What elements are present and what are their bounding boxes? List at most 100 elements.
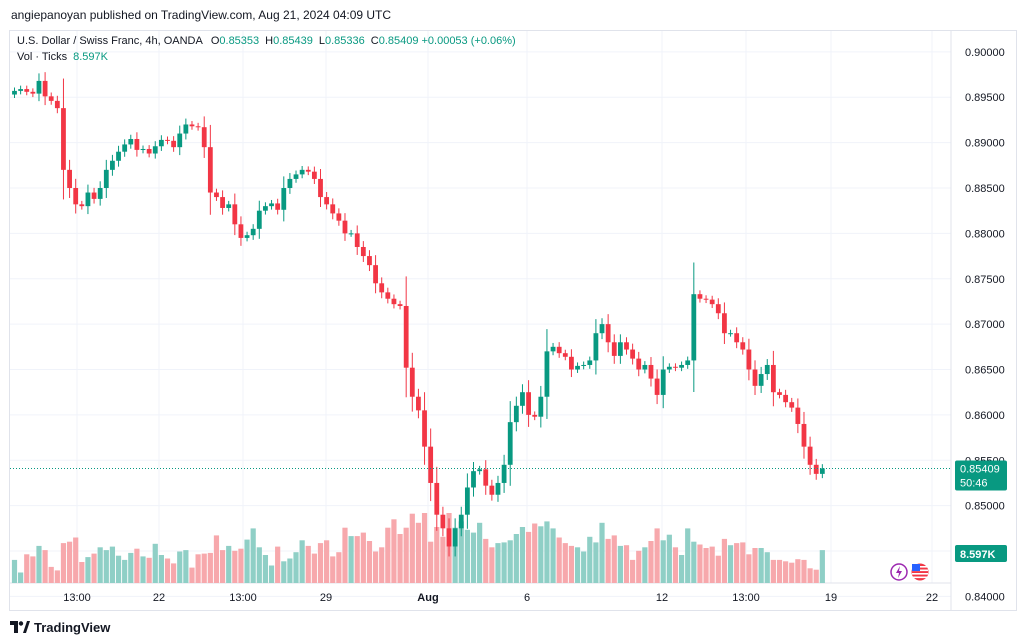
time-tick-label: 13:00: [63, 592, 91, 604]
close-value: 0.85409: [378, 35, 419, 47]
volume-bar: [727, 545, 734, 583]
volume-bar: [709, 546, 715, 583]
time-tick-label: 22: [153, 592, 165, 604]
chart-legend: U.S. Dollar / Swiss Franc, 4h, OANDA O 0…: [17, 33, 522, 65]
candle-body: [220, 197, 225, 208]
volume-bar: [305, 545, 311, 583]
volume-bar: [532, 523, 538, 583]
candle-body: [642, 364, 648, 370]
candle-body: [324, 197, 330, 205]
volume-bar: [507, 540, 513, 583]
candle-body: [287, 178, 293, 189]
volume-bar: [654, 528, 660, 583]
candle-body: [293, 174, 299, 179]
candle-body: [330, 204, 336, 214]
ohlc-row: U.S. Dollar / Swiss Franc, 4h, OANDA O 0…: [17, 33, 522, 49]
candle-body: [666, 366, 672, 370]
volume-bar: [562, 543, 568, 583]
volume-bar: [636, 550, 642, 583]
volume-bar: [795, 559, 801, 583]
volume-row: Vol · Ticks 8.597K: [17, 49, 522, 65]
candle-body: [12, 90, 17, 95]
candle-body: [679, 364, 684, 368]
candle-body: [311, 171, 317, 179]
candle-body: [611, 342, 617, 356]
candle-body: [575, 365, 580, 370]
candle-body: [116, 151, 121, 161]
close-label: C: [370, 35, 379, 47]
change-value: +0.00053 (+0.06%): [421, 35, 516, 47]
volume-bar: [379, 547, 385, 583]
volume-bar: [721, 538, 728, 583]
volume-bar: [697, 544, 703, 583]
candle-body: [30, 91, 36, 94]
candle-body: [152, 146, 158, 154]
volume-bar: [581, 551, 587, 583]
candle-body: [758, 374, 764, 386]
volume-bar: [219, 550, 226, 583]
volume-bar: [703, 548, 709, 583]
candle-body: [110, 160, 115, 170]
candle-body: [734, 333, 740, 343]
candle-body: [581, 364, 587, 366]
candle-body: [483, 469, 489, 486]
candle-body: [275, 203, 281, 210]
volume-bar: [605, 538, 611, 583]
candle-body: [158, 139, 164, 147]
volume-bar: [734, 543, 740, 583]
candle-body: [550, 346, 556, 352]
volume-bar: [213, 535, 220, 583]
candle-body: [318, 178, 323, 198]
volume-bar: [140, 556, 146, 583]
volume-bar: [79, 562, 85, 583]
candle-body: [819, 468, 825, 474]
price-tick-label: 0.89000: [965, 138, 1005, 150]
price-badge: 0.85409 50:46: [955, 460, 1007, 491]
candle-body: [342, 220, 348, 234]
volume-bar: [354, 536, 360, 583]
candle-body: [593, 333, 599, 361]
candlestick-chart[interactable]: 0.90000 0.89500 0.89000 0.88500 0.88000 0.875…: [10, 31, 1016, 610]
volume-bar: [678, 555, 685, 583]
volume-bar: [593, 542, 599, 583]
candle-body: [299, 169, 305, 175]
candle-body: [373, 265, 378, 284]
price-tick-label: 0.85000: [965, 501, 1005, 513]
volume-bar: [183, 550, 189, 583]
price-tick-label: 0.87500: [965, 274, 1005, 286]
candle-body: [67, 169, 72, 189]
volume-bar: [268, 565, 275, 583]
volume-bar: [152, 543, 158, 583]
high-value: 0.85439: [273, 35, 313, 47]
volume-bar: [477, 522, 483, 583]
volume-bar: [232, 550, 238, 583]
candle-body: [263, 206, 268, 211]
candle-body: [18, 89, 24, 91]
candle-body: [538, 396, 544, 417]
candle-body: [207, 147, 213, 193]
volume-bar: [201, 553, 207, 583]
volume-bar: [691, 541, 697, 583]
candle-body: [795, 407, 801, 424]
candle-body: [513, 405, 519, 423]
volume-bar: [256, 547, 262, 583]
candle-body: [367, 256, 372, 266]
candle-body: [715, 304, 721, 314]
volume-bar: [807, 568, 813, 583]
candle-body: [562, 353, 568, 357]
volume-bar: [617, 545, 623, 583]
volume-bar: [177, 551, 183, 583]
volume-bar: [317, 543, 324, 583]
volume-bar: [538, 526, 544, 583]
candle-body: [746, 349, 752, 370]
volume-bar: [42, 550, 48, 583]
candle-body: [728, 333, 733, 335]
candle-body: [654, 378, 660, 395]
candle-body: [36, 80, 42, 94]
volume-bar: [801, 559, 807, 583]
candle-body: [764, 364, 770, 375]
candle-body: [495, 482, 501, 495]
volume-bar: [752, 548, 758, 583]
candle-body: [636, 358, 642, 370]
volume-bar: [226, 545, 232, 583]
